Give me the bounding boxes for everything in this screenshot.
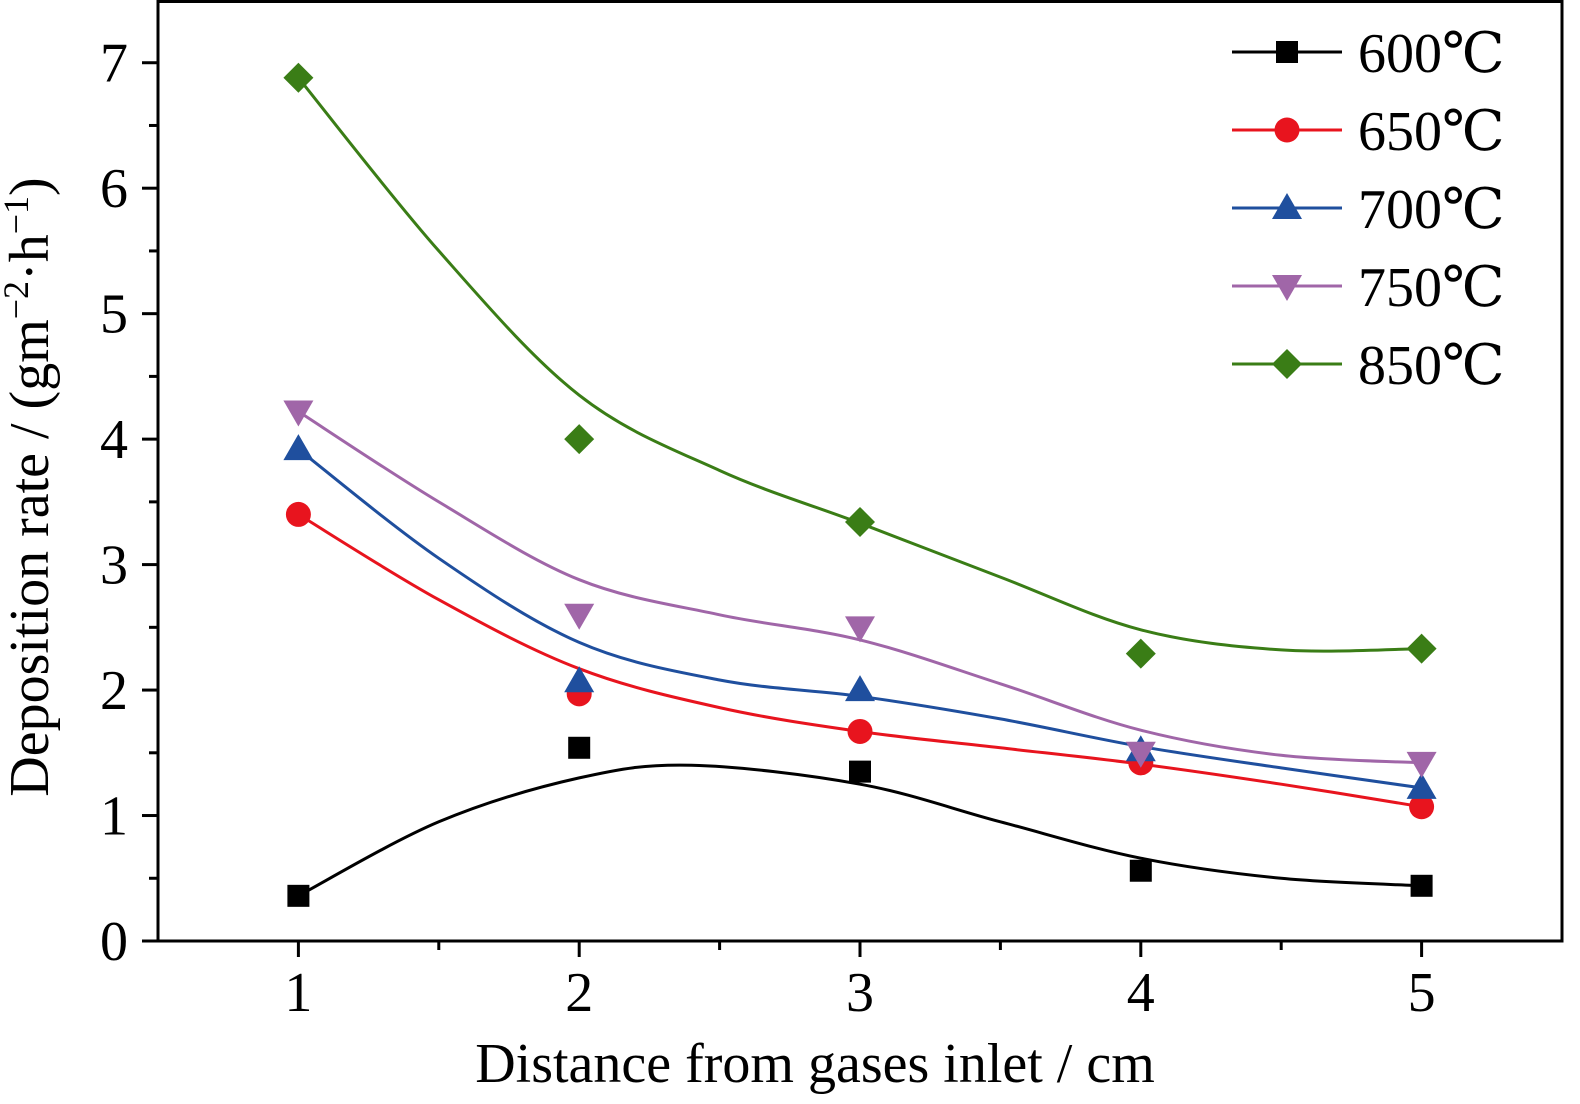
y-tick-label: 2 — [100, 660, 128, 722]
data-point — [847, 718, 873, 744]
data-point — [1406, 772, 1437, 799]
fit-line-3 — [297, 410, 1422, 765]
data-point — [845, 506, 875, 537]
fit-lines — [297, 76, 1422, 898]
y-tick-label: 1 — [100, 786, 128, 848]
y-tick-label: 7 — [100, 33, 128, 95]
data-point — [1406, 751, 1437, 778]
data-point — [845, 675, 875, 702]
legend-label: 650℃ — [1358, 101, 1505, 163]
data-point — [1125, 638, 1156, 669]
legend-item: 850℃ — [1232, 335, 1505, 397]
y-axis-title-end: ) — [0, 177, 61, 196]
data-markers — [283, 62, 1437, 907]
data-point — [283, 434, 314, 461]
legend-marker — [1272, 349, 1302, 379]
x-tick-label: 3 — [846, 962, 874, 1024]
data-point — [1129, 859, 1152, 882]
x-tick-label: 2 — [565, 962, 593, 1024]
legend-marker — [1272, 275, 1302, 301]
data-point — [564, 424, 595, 455]
legend-label: 600℃ — [1358, 23, 1505, 85]
data-point — [283, 400, 314, 427]
minor-ticks — [149, 123, 1283, 950]
y-axis-title: Deposition rate / (gm−2·h−1) — [0, 177, 61, 796]
legend: 600℃ 650℃ 700℃ 750℃ 850℃ — [1232, 23, 1505, 397]
data-point — [1409, 794, 1435, 820]
fit-line-2 — [297, 448, 1422, 790]
plot-frame — [156, 0, 1564, 943]
tick-labels: 1 2 3 4 5 0 1 2 3 4 5 6 7 — [100, 33, 1436, 1024]
data-point — [1406, 633, 1437, 664]
legend-item: 700℃ — [1232, 179, 1505, 241]
legend-item: 750℃ — [1232, 257, 1505, 319]
x-tick-label: 5 — [1408, 962, 1436, 1024]
data-point — [845, 616, 875, 643]
legend-label: 700℃ — [1358, 179, 1505, 241]
y-tick-label: 0 — [100, 911, 128, 973]
data-point — [285, 501, 311, 527]
legend-item: 600℃ — [1232, 23, 1505, 85]
fit-line-4 — [297, 76, 1422, 653]
fit-line-0 — [297, 763, 1422, 898]
y-axis-title-main: Deposition rate / (gm — [0, 319, 61, 796]
major-ticks — [142, 61, 1424, 957]
x-tick-label: 1 — [284, 962, 312, 1024]
y-tick-label: 5 — [100, 284, 128, 346]
y-axis-title-sup2: −1 — [0, 196, 36, 234]
legend-marker — [1274, 117, 1300, 143]
x-axis-title: Distance from gases inlet / cm — [475, 1033, 1155, 1095]
data-point — [564, 666, 595, 693]
data-point — [287, 884, 310, 907]
y-tick-label: 6 — [100, 158, 128, 220]
legend-label: 750℃ — [1358, 257, 1505, 319]
y-axis-title-mid: ·h — [0, 234, 61, 281]
data-point — [568, 736, 591, 759]
data-point — [849, 760, 871, 783]
x-tick-label: 4 — [1127, 962, 1155, 1024]
y-axis-title-sup1: −2 — [0, 281, 36, 319]
data-point — [1125, 741, 1156, 768]
legend-item: 650℃ — [1232, 101, 1505, 163]
legend-label: 850℃ — [1358, 335, 1505, 397]
y-tick-label: 4 — [100, 409, 128, 471]
legend-marker — [1276, 41, 1298, 63]
legend-marker — [1272, 193, 1302, 219]
data-point — [564, 603, 595, 630]
y-tick-label: 3 — [100, 535, 128, 597]
data-point — [283, 62, 314, 93]
data-point — [1410, 874, 1433, 897]
